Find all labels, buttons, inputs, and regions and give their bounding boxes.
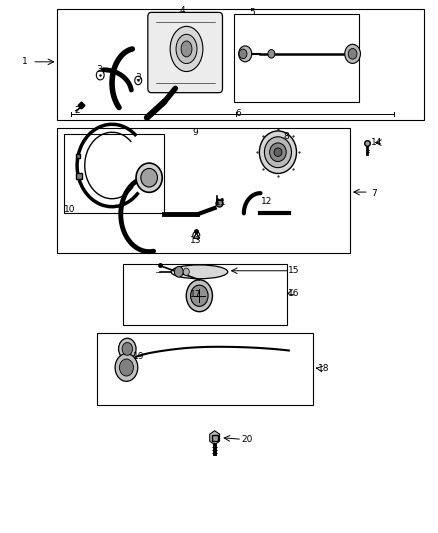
Bar <box>123 264 287 325</box>
Text: 3: 3 <box>135 73 141 82</box>
Circle shape <box>183 268 189 276</box>
Polygon shape <box>210 431 219 445</box>
Circle shape <box>191 285 208 306</box>
Circle shape <box>115 354 138 381</box>
Text: 8: 8 <box>284 132 290 141</box>
Text: 4: 4 <box>179 6 185 15</box>
Bar <box>57 9 424 120</box>
Circle shape <box>119 338 136 360</box>
Ellipse shape <box>176 34 197 63</box>
Text: 18: 18 <box>318 364 329 373</box>
Text: 12: 12 <box>261 197 273 206</box>
Bar <box>234 14 359 102</box>
Circle shape <box>345 44 360 63</box>
Ellipse shape <box>181 41 192 57</box>
Circle shape <box>186 280 212 312</box>
Text: 5: 5 <box>250 9 255 18</box>
Text: 20: 20 <box>242 435 253 444</box>
Circle shape <box>239 49 247 59</box>
Text: 1: 1 <box>22 58 28 66</box>
Ellipse shape <box>259 131 297 173</box>
Ellipse shape <box>170 26 203 71</box>
Text: 13: 13 <box>190 237 201 246</box>
Text: 10: 10 <box>64 205 75 214</box>
Text: 16: 16 <box>288 288 300 297</box>
Text: 6: 6 <box>236 109 241 118</box>
Text: 2: 2 <box>74 106 80 115</box>
Ellipse shape <box>265 137 291 167</box>
Text: 11: 11 <box>215 198 226 207</box>
Ellipse shape <box>141 168 157 187</box>
Text: 15: 15 <box>288 266 300 275</box>
Text: 7: 7 <box>371 189 377 198</box>
Ellipse shape <box>171 265 228 279</box>
Text: 14: 14 <box>371 138 383 147</box>
Ellipse shape <box>274 148 282 157</box>
Circle shape <box>120 359 134 376</box>
Bar <box>97 333 313 405</box>
Circle shape <box>174 266 183 277</box>
Ellipse shape <box>136 163 162 192</box>
Text: 17: 17 <box>190 289 201 298</box>
Text: 9: 9 <box>192 127 198 136</box>
Bar <box>64 134 164 213</box>
FancyBboxPatch shape <box>148 12 223 93</box>
Text: 19: 19 <box>133 352 145 361</box>
Circle shape <box>268 50 275 58</box>
Circle shape <box>239 46 252 62</box>
Circle shape <box>348 49 357 59</box>
Bar <box>57 128 350 253</box>
Ellipse shape <box>270 143 286 161</box>
Text: 3: 3 <box>96 66 102 74</box>
Circle shape <box>122 343 133 356</box>
